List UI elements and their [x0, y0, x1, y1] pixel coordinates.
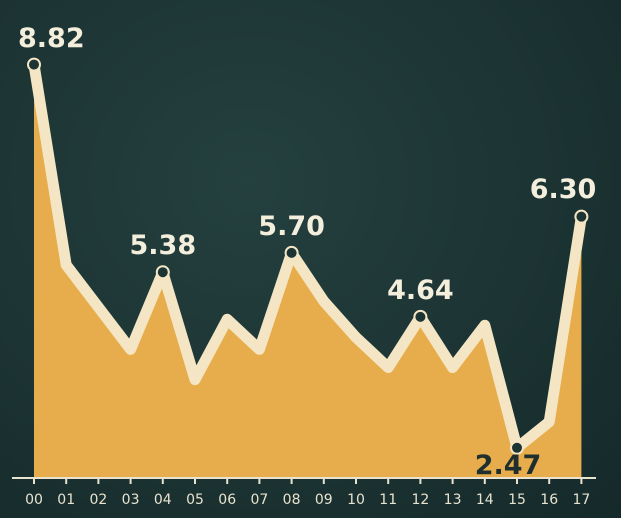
x-tick-label: 14 [476, 492, 494, 508]
line-layer [28, 59, 587, 454]
data-label: 8.82 [18, 23, 85, 54]
x-tick-label: 11 [379, 492, 397, 508]
data-label: 5.38 [129, 230, 196, 261]
data-point-marker [27, 57, 41, 72]
data-label: 2.47 [475, 450, 542, 481]
x-tick-label: 06 [218, 492, 236, 508]
x-tick-label: 12 [411, 492, 429, 508]
x-tick-label: 03 [122, 492, 140, 508]
data-label: 5.70 [258, 211, 325, 242]
x-tick-label: 17 [572, 492, 590, 508]
x-axis: 00 01 02 03 04 05 06 07 08 09 10 11 12 13 14 15 16 17 [12, 477, 596, 508]
x-tick-label: 08 [283, 492, 301, 508]
x-tick-label: 13 [444, 492, 462, 508]
area-fill-layer [34, 64, 582, 478]
marker-layer [27, 57, 589, 455]
x-tick-label: 01 [57, 492, 75, 508]
x-tick-label: 02 [89, 492, 107, 508]
label-layer: 8.82 5.38 5.70 4.64 2.47 6.30 [18, 23, 596, 481]
data-point-marker [284, 245, 299, 260]
series-line [28, 59, 587, 454]
x-tick-label: 00 [25, 492, 43, 508]
data-point-marker [574, 209, 589, 224]
x-tick-label: 07 [250, 492, 268, 508]
x-tick-label: 16 [540, 492, 558, 508]
data-point-marker [413, 309, 428, 324]
x-tick-label: 05 [186, 492, 204, 508]
data-point-marker [510, 440, 524, 455]
data-point-marker [155, 265, 170, 280]
x-tick-label: 15 [508, 492, 526, 508]
x-tick-label: 04 [154, 492, 172, 508]
data-label: 4.64 [387, 275, 454, 306]
area-fill [34, 64, 582, 478]
x-tick-label: 10 [347, 492, 365, 508]
x-tick-label: 09 [315, 492, 333, 508]
data-label: 6.30 [530, 174, 597, 205]
